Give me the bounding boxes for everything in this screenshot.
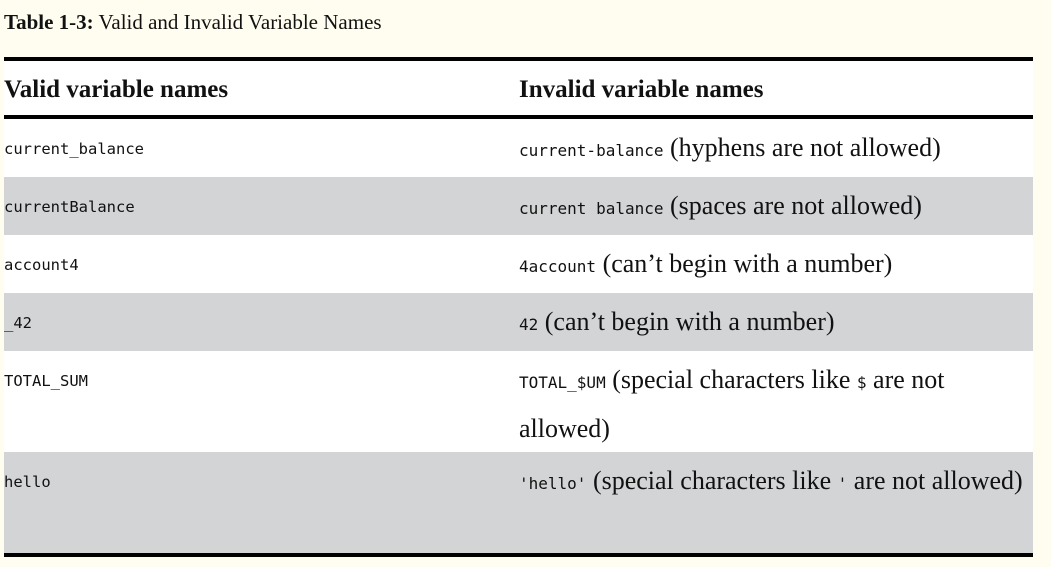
table-row: account4 4account (can’t begin with a nu… bbox=[4, 235, 1033, 293]
variable-names-table: Valid variable names Invalid variable na… bbox=[4, 57, 1033, 557]
invalid-code: current-balance bbox=[519, 141, 664, 160]
valid-name-cell: _42 bbox=[4, 314, 32, 332]
table-bottom-rule bbox=[4, 553, 1033, 557]
invalid-name-cell: TOTAL_$UM (special characters like $ are… bbox=[519, 351, 1033, 452]
valid-name-cell: currentBalance bbox=[4, 198, 135, 216]
special-character: ' bbox=[837, 474, 848, 493]
invalid-reason-end: are not allowed) bbox=[519, 365, 945, 443]
table-row: currentBalance current balance (spaces a… bbox=[4, 177, 1033, 235]
caption-title: Valid and Invalid Variable Names bbox=[98, 10, 382, 34]
caption-label: Table 1-3: bbox=[4, 10, 94, 34]
invalid-reason: (can’t begin with a number) bbox=[544, 307, 835, 336]
valid-name-cell: hello bbox=[4, 473, 51, 491]
table-row: hello 'hello' (special characters like '… bbox=[4, 452, 1033, 553]
header-valid: Valid variable names bbox=[4, 76, 229, 103]
invalid-name-cell: 'hello' (special characters like ' are n… bbox=[519, 452, 1033, 553]
table-header-rule bbox=[4, 115, 1033, 119]
table-header-row: Valid variable names Invalid variable na… bbox=[4, 61, 1033, 115]
invalid-code: 42 bbox=[519, 315, 539, 334]
table-caption: Table 1-3: Valid and Invalid Variable Na… bbox=[4, 8, 382, 36]
invalid-reason-start: (special characters like bbox=[592, 466, 832, 495]
invalid-code: 4account bbox=[519, 257, 597, 276]
invalid-name-cell: current balance (spaces are not allowed) bbox=[519, 177, 1033, 235]
invalid-code: TOTAL_$UM bbox=[519, 373, 606, 392]
invalid-code: current balance bbox=[519, 199, 664, 218]
invalid-name-cell: 42 (can’t begin with a number) bbox=[519, 293, 1033, 351]
invalid-reason: (can’t begin with a number) bbox=[602, 249, 893, 278]
invalid-name-cell: current-balance (hyphens are not allowed… bbox=[519, 119, 1033, 177]
invalid-code: 'hello' bbox=[519, 474, 587, 493]
table-top-rule bbox=[4, 57, 1033, 61]
header-invalid: Invalid variable names bbox=[519, 76, 764, 103]
invalid-name-cell: 4account (can’t begin with a number) bbox=[519, 235, 1033, 293]
table-row: _42 42 (can’t begin with a number) bbox=[4, 293, 1033, 351]
special-character: $ bbox=[856, 373, 867, 392]
invalid-reason: (hyphens are not allowed) bbox=[670, 133, 941, 162]
valid-name-cell: TOTAL_SUM bbox=[4, 372, 88, 390]
invalid-reason: (spaces are not allowed) bbox=[670, 191, 922, 220]
valid-name-cell: current_balance bbox=[4, 140, 144, 158]
table-row: current_balance current-balance (hyphens… bbox=[4, 119, 1033, 177]
invalid-reason-start: (special characters like bbox=[612, 365, 851, 394]
invalid-reason-end: are not allowed) bbox=[853, 466, 1023, 495]
valid-name-cell: account4 bbox=[4, 256, 79, 274]
table-row: TOTAL_SUM TOTAL_$UM (special characters … bbox=[4, 351, 1033, 452]
